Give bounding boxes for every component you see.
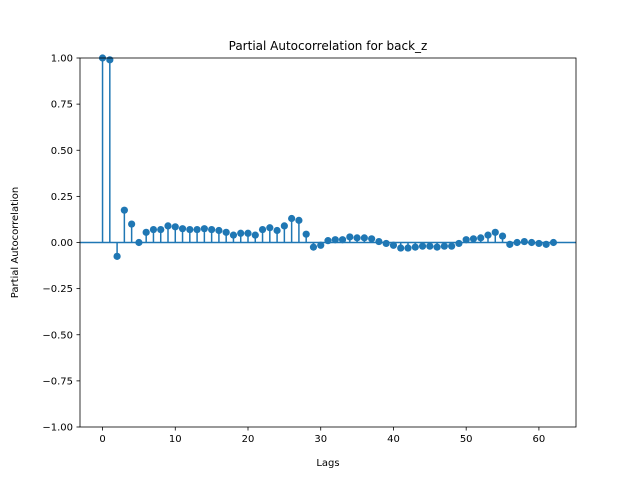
marker-lag-23 bbox=[266, 224, 274, 232]
marker-lag-45 bbox=[426, 242, 434, 250]
marker-lag-62 bbox=[549, 238, 558, 247]
marker-lag-52 bbox=[477, 234, 485, 242]
marker-lag-32 bbox=[331, 236, 339, 244]
marker-lag-59 bbox=[528, 238, 536, 247]
x-tick-label: 0 bbox=[99, 434, 105, 445]
marker-lag-40 bbox=[389, 241, 398, 249]
marker-lag-1 bbox=[106, 56, 114, 64]
marker-lag-14 bbox=[200, 225, 208, 233]
y-axis-label: Partial Autocorrelation bbox=[10, 187, 21, 298]
y-tick-label: 0.00 bbox=[51, 238, 73, 249]
marker-lag-29 bbox=[309, 243, 318, 251]
marker-lag-54 bbox=[491, 228, 499, 236]
y-axis: −1.00 −0.75 −0.50 −0.25 0.00 0.25 0.50 0.75 1.00 bbox=[42, 54, 80, 434]
marker-lag-12 bbox=[186, 225, 194, 234]
marker-lag-61 bbox=[542, 240, 550, 248]
marker-lag-43 bbox=[411, 243, 419, 251]
marker-lag-20 bbox=[244, 229, 252, 237]
marker-lag-30 bbox=[317, 241, 325, 249]
marker-lag-58 bbox=[520, 237, 528, 246]
marker-lag-21 bbox=[251, 231, 259, 239]
marker-lag-28 bbox=[302, 230, 310, 238]
marker-lag-11 bbox=[178, 225, 187, 233]
y-tick-label: 0.75 bbox=[51, 100, 73, 111]
marker-lag-60 bbox=[535, 239, 543, 248]
marker-lag-27 bbox=[295, 216, 303, 224]
marker-lag-15 bbox=[208, 225, 216, 234]
marker-lag-35 bbox=[353, 234, 361, 242]
marker-lag-33 bbox=[338, 236, 347, 244]
marker-lag-36 bbox=[360, 234, 368, 242]
marker-lag-53 bbox=[484, 231, 492, 239]
marker-lag-17 bbox=[222, 228, 230, 236]
marker-lag-22 bbox=[258, 225, 267, 234]
marker-lag-13 bbox=[193, 225, 201, 234]
x-tick-label: 60 bbox=[533, 434, 546, 445]
marker-lag-24 bbox=[273, 226, 281, 235]
marker-lag-39 bbox=[382, 239, 390, 248]
marker-lag-26 bbox=[288, 214, 296, 223]
x-axis-label: Lags bbox=[316, 458, 339, 469]
y-tick-label: −0.25 bbox=[42, 284, 73, 295]
marker-lag-46 bbox=[433, 243, 441, 251]
y-tick-label: −1.00 bbox=[42, 423, 73, 434]
marker-lag-49 bbox=[455, 239, 463, 248]
x-tick-label: 10 bbox=[169, 434, 182, 445]
x-axis: 0 10 20 30 40 50 60 bbox=[99, 427, 545, 445]
marker-lag-10 bbox=[171, 223, 179, 231]
marker-lag-51 bbox=[469, 235, 478, 243]
x-tick-label: 40 bbox=[387, 434, 400, 445]
marker-lag-6 bbox=[142, 228, 150, 236]
marker-lag-16 bbox=[215, 226, 223, 235]
x-tick-label: 30 bbox=[314, 434, 327, 445]
marker-lag-31 bbox=[324, 237, 332, 245]
marker-lag-47 bbox=[440, 242, 448, 250]
y-tick-label: −0.75 bbox=[42, 376, 73, 387]
marker-lag-41 bbox=[397, 244, 405, 252]
marker-lag-4 bbox=[128, 220, 136, 228]
y-tick-label: 1.00 bbox=[51, 54, 73, 65]
marker-lag-57 bbox=[513, 238, 521, 247]
marker-lag-7 bbox=[149, 225, 158, 234]
marker-lag-48 bbox=[448, 242, 456, 250]
marker-lag-5 bbox=[135, 238, 143, 247]
marker-lag-34 bbox=[346, 233, 354, 241]
marker-lag-38 bbox=[375, 237, 383, 246]
marker-lag-44 bbox=[418, 242, 427, 250]
marker-lag-55 bbox=[498, 232, 507, 240]
y-tick-label: 0.50 bbox=[51, 146, 73, 157]
marker-lag-25 bbox=[280, 222, 288, 230]
marker-lag-19 bbox=[237, 229, 245, 237]
marker-lag-50 bbox=[462, 236, 470, 244]
marker-lag-8 bbox=[157, 225, 165, 234]
y-tick-label: 0.25 bbox=[51, 192, 73, 203]
marker-lag-37 bbox=[368, 235, 376, 243]
marker-lag-42 bbox=[404, 244, 412, 252]
x-tick-label: 50 bbox=[460, 434, 473, 445]
marker-lag-3 bbox=[120, 206, 128, 214]
marker-lag-56 bbox=[506, 240, 514, 248]
x-tick-label: 20 bbox=[242, 434, 255, 445]
y-tick-label: −0.50 bbox=[42, 330, 73, 341]
chart-title: Partial Autocorrelation for back_z bbox=[229, 39, 428, 53]
plot-area bbox=[80, 54, 576, 260]
marker-lag-18 bbox=[229, 231, 238, 239]
marker-lag-9 bbox=[164, 222, 172, 230]
marker-lag-2 bbox=[113, 252, 121, 260]
